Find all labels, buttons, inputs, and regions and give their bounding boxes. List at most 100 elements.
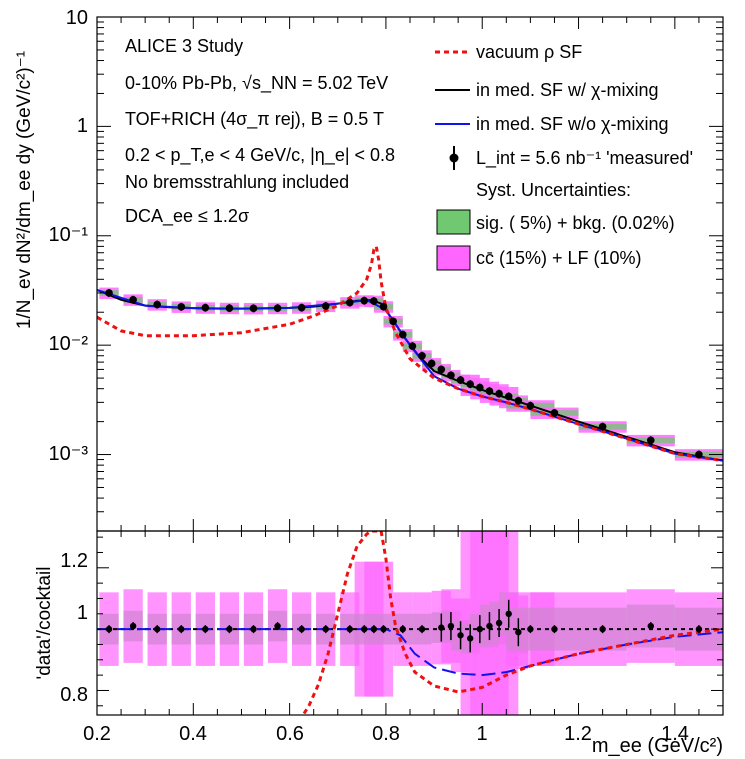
annotation-line: ALICE 3 Study (125, 36, 243, 56)
upper-data-point (360, 296, 369, 305)
lower-data-point (695, 625, 703, 633)
annotation-line: DCA_ee ≤ 1.2σ (125, 206, 249, 227)
upper-data-point (225, 304, 234, 312)
lower-data-point (515, 629, 522, 636)
annotation-line: 0-10% Pb-Pb, √s_NN = 5.02 TeV (125, 73, 388, 94)
legend-label: in med. SF w/ χ-mixing (476, 80, 659, 100)
lower-data-point (250, 625, 257, 633)
legend-label: L_int = 5.6 nb⁻¹ 'measured' (476, 148, 693, 169)
lower-data-point (647, 622, 654, 630)
upper-data-point (550, 409, 559, 417)
upper-data-point (177, 303, 186, 311)
upper-data-point (249, 304, 258, 313)
legend-label: cc̄ (15%) + LF (10%) (476, 248, 642, 268)
legend-label: in med. SF w/o χ-mixing (476, 114, 669, 134)
lower-data-point (361, 625, 368, 633)
annotation-line: No bremsstrahlung included (125, 172, 349, 192)
upper-data-point (370, 297, 378, 305)
upper-data-point (379, 302, 388, 311)
lower-data-point (370, 625, 378, 633)
upper-data-point (485, 387, 494, 395)
upper-data-point (321, 302, 330, 310)
upper-data-point (201, 303, 210, 312)
lower-y-axis-label: 'data'/cocktail (34, 567, 55, 680)
upper-data-point (437, 365, 446, 374)
upper-data-point (456, 376, 465, 384)
legend-label: sig. ( 5%) + bkg. (0.02%) (476, 213, 675, 233)
legend: vacuum ρ SF in med. SF w/ χ-mixing in me… (435, 42, 693, 271)
lower-data-point (153, 625, 161, 633)
lower-y-tick-label: 0.8 (60, 684, 88, 706)
lower-data-point (380, 625, 387, 633)
x-tick-label: 0.2 (83, 723, 111, 745)
x-tick-labels: 0.2 0.4 0.6 0.8 1 1.2 1.4 (83, 723, 689, 745)
series-line (97, 242, 723, 463)
upper-data-point (389, 317, 397, 326)
lower-data-point (298, 625, 305, 633)
lower-data-point (105, 625, 113, 633)
series-line (301, 531, 723, 715)
upper-data-point (273, 304, 282, 312)
upper-y-tick-label: 10⁻¹ (49, 224, 89, 246)
lower-y-tick-labels: 0.8 1 1.2 (60, 550, 88, 706)
upper-data-point (418, 351, 426, 360)
lower-data-point (457, 632, 464, 639)
upper-data-point (526, 401, 535, 410)
lower-data-point (346, 625, 354, 633)
upper-data-point (646, 436, 655, 445)
lower-y-tick-label: 1.2 (60, 550, 88, 572)
lower-data-point (202, 625, 209, 633)
upper-data-point (447, 371, 455, 380)
lower-data-point (418, 625, 426, 633)
legend-swatch-sig-bkg (436, 209, 471, 235)
legend-swatch-measured-marker (449, 153, 459, 163)
upper-y-axis-label: 1/N_ev dN²/dm_ee dy (GeV/c²)⁻¹ (14, 51, 35, 329)
legend-label: vacuum ρ SF (476, 42, 582, 62)
x-tick-label: 0.6 (276, 723, 304, 745)
upper-data-point (476, 383, 484, 392)
lower-data-point (527, 625, 534, 633)
upper-y-tick-label: 10⁻² (49, 333, 89, 355)
x-tick-label: 0.8 (372, 723, 400, 745)
upper-data-point (129, 295, 137, 304)
annotation-line: 0.2 < p_T,e < 4 GeV/c, |η_e| < 0.8 (125, 145, 395, 166)
lower-data-point (466, 635, 474, 642)
lower-data-point (438, 624, 445, 631)
annotation-line: TOF+RICH (4σ_π rej), B = 0.5 T (125, 109, 384, 130)
lower-data-point (495, 619, 503, 627)
lower-data-point (551, 625, 558, 633)
upper-data-point (495, 389, 503, 398)
lower-data-point (476, 625, 484, 633)
lower-data-point (226, 625, 233, 633)
lower-y-tick-label: 1 (77, 602, 88, 624)
x-axis-label: m_ee (GeV/c²) (592, 735, 723, 757)
lower-data-point (399, 625, 406, 633)
x-tick-label: 1.2 (564, 723, 592, 745)
lower-data-point (129, 622, 137, 630)
upper-uncertainty-bands (99, 287, 723, 461)
lower-data-point (505, 610, 512, 617)
lower-data-point (486, 622, 493, 630)
lower-data-point (447, 622, 455, 630)
upper-data-point (398, 330, 407, 339)
upper-data-point (427, 359, 436, 368)
upper-data-point (598, 422, 607, 431)
upper-data-point (105, 289, 113, 297)
x-tick-label: 1 (476, 723, 487, 745)
upper-data-point (297, 303, 306, 312)
upper-y-tick-label: 10 (66, 7, 88, 29)
upper-data-point (408, 342, 417, 350)
legend-swatch-ccbar-lf (436, 245, 471, 271)
upper-data-point (695, 450, 703, 459)
data-points (105, 288, 703, 653)
axis-ticks (96, 16, 724, 715)
upper-data-point (153, 300, 161, 309)
upper-data-point (514, 396, 523, 405)
lower-data-point (274, 622, 281, 630)
lower-data-point (322, 625, 329, 633)
annotation-block: ALICE 3 Study 0-10% Pb-Pb, √s_NN = 5.02 … (125, 36, 395, 227)
upper-data-point (504, 392, 513, 401)
legend-label: Syst. Uncertainties: (476, 180, 631, 200)
lower-data-point (178, 625, 185, 633)
